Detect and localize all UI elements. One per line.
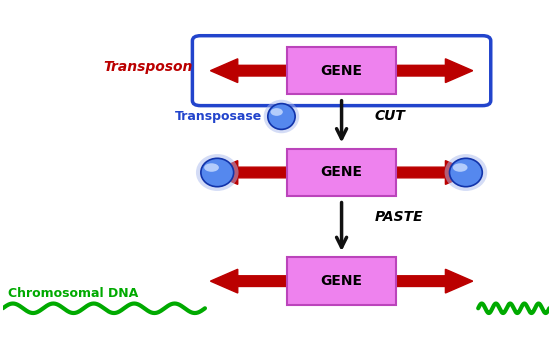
- FancyArrow shape: [210, 161, 287, 184]
- Ellipse shape: [449, 158, 482, 187]
- Text: CUT: CUT: [374, 109, 405, 124]
- Text: Chromosomal DNA: Chromosomal DNA: [8, 286, 139, 299]
- FancyArrow shape: [396, 59, 473, 82]
- FancyBboxPatch shape: [287, 149, 396, 196]
- FancyArrow shape: [396, 269, 473, 293]
- FancyBboxPatch shape: [287, 47, 396, 95]
- Text: Transposase: Transposase: [175, 110, 262, 123]
- FancyArrow shape: [210, 59, 287, 82]
- Text: GENE: GENE: [321, 274, 363, 288]
- FancyArrow shape: [210, 269, 287, 293]
- Ellipse shape: [204, 163, 219, 172]
- Ellipse shape: [264, 100, 299, 133]
- Ellipse shape: [270, 108, 283, 116]
- Text: GENE: GENE: [321, 64, 363, 78]
- Ellipse shape: [201, 158, 233, 187]
- Ellipse shape: [268, 104, 295, 129]
- Text: GENE: GENE: [321, 166, 363, 179]
- Text: Transposon: Transposon: [103, 60, 193, 74]
- Ellipse shape: [196, 154, 238, 191]
- Ellipse shape: [453, 163, 468, 172]
- FancyBboxPatch shape: [287, 257, 396, 305]
- Ellipse shape: [444, 154, 487, 191]
- Text: PASTE: PASTE: [374, 210, 423, 224]
- FancyArrow shape: [396, 161, 473, 184]
